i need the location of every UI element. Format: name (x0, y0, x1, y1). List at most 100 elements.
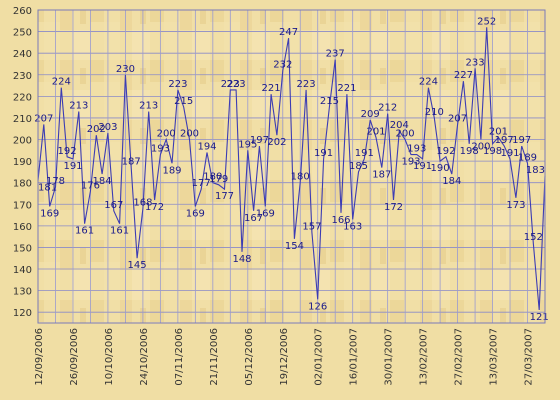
data-label: 197 (495, 135, 514, 146)
plot-border (37, 9, 546, 324)
data-label: 221 (262, 83, 281, 94)
data-label: 224 (52, 77, 71, 88)
x-tick-label: 19/12/2006 (279, 328, 290, 386)
data-label: 126 (308, 301, 327, 312)
data-label: 193 (407, 144, 426, 155)
y-tick-label: 180 (13, 179, 32, 190)
x-tick-label: 26/09/2006 (69, 328, 80, 386)
series-line (37, 27, 546, 311)
data-label: 224 (419, 77, 438, 88)
y-tick-label: 130 (13, 287, 32, 298)
data-label: 223 (221, 79, 240, 90)
data-label: 184 (93, 176, 112, 187)
data-label: 169 (186, 208, 205, 219)
data-label: 197 (250, 135, 269, 146)
data-label: 252 (477, 16, 496, 27)
data-label: 172 (145, 202, 164, 213)
data-labels: 181 207 169 178 224 192 191 213 161 176 202 184 203 1… (34, 16, 548, 323)
data-label: 161 (75, 226, 94, 237)
x-tick-label: 16/01/2007 (349, 328, 360, 386)
data-label: 223 (297, 79, 316, 90)
data-label: 157 (302, 221, 321, 232)
y-tick-label: 150 (13, 243, 32, 254)
data-label: 212 (378, 103, 397, 114)
x-tick-label: 13/02/2007 (419, 328, 430, 386)
data-label: 190 (431, 163, 450, 174)
data-label: 154 (285, 241, 304, 252)
data-label: 185 (349, 161, 368, 172)
data-label: 204 (390, 120, 409, 131)
data-label: 193 (151, 144, 170, 155)
data-label: 152 (524, 232, 543, 243)
data-label: 181 (38, 183, 57, 194)
y-tick-label: 220 (13, 92, 32, 103)
data-label: 121 (530, 312, 549, 323)
y-tick-label: 210 (13, 114, 32, 125)
y-tick-label: 170 (13, 200, 32, 211)
y-tick-label: 260 (13, 6, 32, 17)
data-label: 197 (512, 135, 531, 146)
data-label: 172 (384, 202, 403, 213)
x-tick-label: 12/09/2006 (34, 328, 45, 386)
data-label: 191 (63, 161, 82, 172)
y-tick-label: 120 (13, 308, 32, 319)
data-label: 189 (518, 152, 537, 163)
y-tick-label: 140 (13, 265, 32, 276)
data-label: 169 (256, 208, 275, 219)
x-tick-label: 27/03/2007 (524, 328, 535, 386)
grid (37, 9, 546, 323)
data-label: 187 (372, 170, 391, 181)
data-label: 161 (110, 226, 129, 237)
data-label: 192 (436, 146, 455, 157)
data-label: 168 (133, 198, 152, 209)
data-label: 221 (337, 83, 356, 94)
x-tick-label: 10/10/2006 (104, 328, 115, 386)
data-label: 198 (483, 146, 502, 157)
data-label: 167 (244, 213, 263, 224)
x-tick-label: 21/11/2006 (209, 328, 220, 386)
data-label: 178 (46, 176, 65, 187)
data-label: 233 (466, 57, 485, 68)
y-axis-ticks: 120 130 140 150 160 170 180 190 200 210 220 230 240 2… (13, 6, 32, 319)
data-label: 223 (227, 79, 246, 90)
data-label: 167 (104, 200, 123, 211)
data-label: 179 (209, 174, 228, 185)
data-label: 148 (232, 254, 251, 265)
data-label: 192 (58, 146, 77, 157)
plot-area (38, 10, 545, 323)
data-label: 230 (116, 64, 135, 75)
data-label: 200 (180, 129, 199, 140)
y-tick-label: 200 (13, 136, 32, 147)
data-label: 227 (454, 70, 473, 81)
data-label: 184 (442, 176, 461, 187)
x-tick-label: 30/01/2007 (384, 328, 395, 386)
x-tick-label: 02/01/2007 (314, 328, 325, 386)
data-label: 191 (413, 161, 432, 172)
data-label: 183 (526, 165, 545, 176)
data-label: 203 (98, 122, 117, 133)
x-tick-label: 27/02/2007 (454, 328, 465, 386)
y-tick-label: 190 (13, 157, 32, 168)
data-label: 189 (162, 165, 181, 176)
data-label: 177 (192, 178, 211, 189)
data-label: 191 (314, 148, 333, 159)
data-label: 195 (238, 139, 257, 150)
y-tick-label: 160 (13, 222, 32, 233)
data-label: 213 (139, 101, 158, 112)
data-label: 198 (460, 146, 479, 157)
data-label: 166 (331, 215, 350, 226)
data-label: 215 (320, 96, 339, 107)
x-tick-label: 07/11/2006 (174, 328, 185, 386)
data-label: 215 (174, 96, 193, 107)
data-label: 202 (87, 124, 106, 135)
data-label: 207 (448, 113, 467, 124)
y-tick-label: 240 (13, 49, 32, 60)
data-label: 193 (401, 157, 420, 168)
data-label: 209 (361, 109, 380, 120)
data-label: 223 (168, 79, 187, 90)
data-label: 200 (396, 129, 415, 140)
series-layer (37, 27, 546, 311)
data-label: 213 (69, 101, 88, 112)
data-label: 163 (343, 221, 362, 232)
